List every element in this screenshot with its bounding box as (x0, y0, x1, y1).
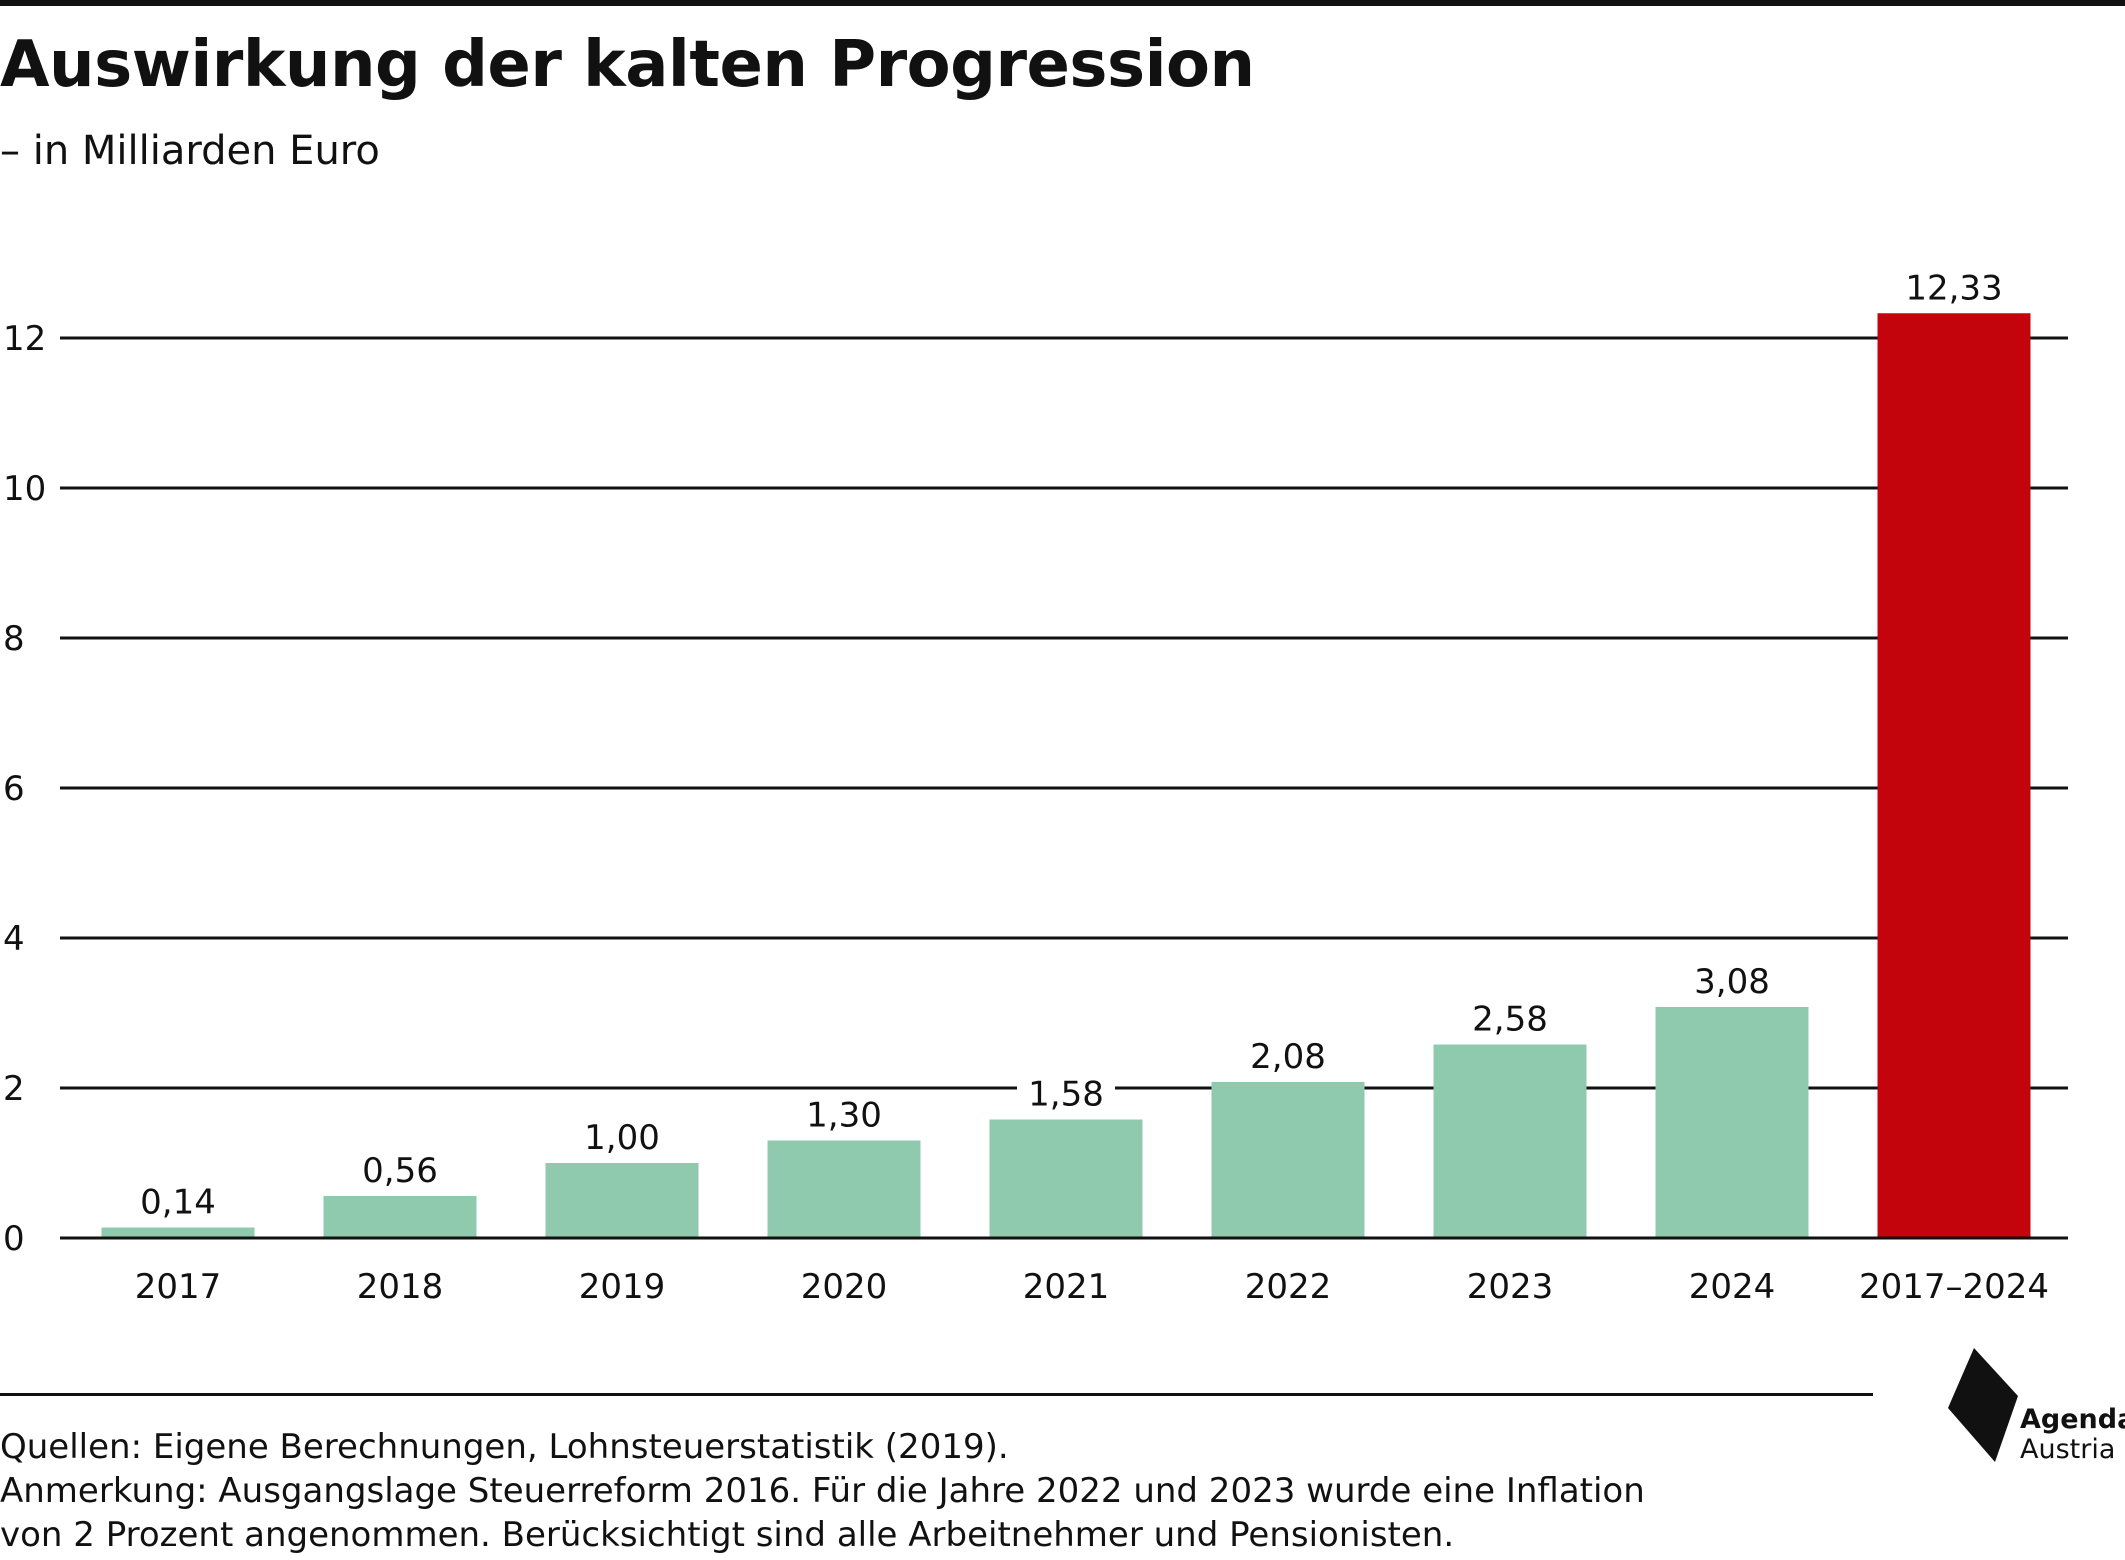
bar-chart: 0 2 4 6 8 10 12 0,14 2017 0,56 2018 1,00 2019 1,30 202… (3, 265, 2068, 1307)
chart-notes: Quellen: Eigene Berechnungen, Lohnsteuer… (0, 1425, 1645, 1557)
x-tick-label: 2019 (579, 1267, 666, 1307)
remark-note-line2: von 2 Prozent angenommen. Berücksichtigt… (0, 1515, 1455, 1555)
x-tick-label: 2021 (1023, 1267, 1110, 1307)
bar-2021 (989, 1119, 1143, 1238)
chart-subtitle: – in Milliarden Euro (0, 128, 380, 174)
bar-2020 (767, 1140, 921, 1238)
y-tick-label: 4 (3, 919, 25, 959)
bar-2017–2024 (1877, 313, 2031, 1238)
value-label-bg (1461, 996, 1559, 1039)
agenda-austria-logo-icon (1948, 1348, 2018, 1462)
value-label-bg (1017, 1071, 1115, 1114)
bar-2022 (1211, 1082, 1365, 1238)
bar-2023 (1433, 1044, 1587, 1238)
x-tick-label: 2024 (1689, 1267, 1776, 1307)
y-tick-label: 0 (3, 1219, 25, 1259)
y-tick-label: 12 (3, 319, 46, 359)
y-tick-label: 2 (3, 1069, 25, 1109)
remark-note-line1: Anmerkung: Ausgangslage Steuerreform 201… (0, 1471, 1645, 1511)
bar-2018 (323, 1196, 477, 1238)
value-label: 0,14 (140, 1183, 216, 1223)
value-label-bg (351, 1148, 449, 1190)
footer-rule (0, 1393, 1873, 1396)
x-tick-label: 2017–2024 (1859, 1267, 2049, 1307)
y-tick-label: 8 (3, 619, 25, 659)
value-label: 0,56 (362, 1151, 438, 1191)
x-tick-label: 2017 (135, 1267, 222, 1307)
value-label: 3,08 (1694, 962, 1770, 1002)
chart-title: Auswirkung der kalten Progression (0, 28, 1255, 102)
value-label: 12,33 (1905, 268, 2002, 308)
value-label-bg (1894, 265, 2014, 308)
value-label: 1,58 (1028, 1075, 1104, 1115)
y-tick-label: 10 (3, 469, 46, 509)
bar-2017 (101, 1227, 255, 1238)
x-tick-label: 2018 (357, 1267, 444, 1307)
y-tick-label: 6 (3, 769, 25, 809)
x-tick-label: 2023 (1467, 1267, 1554, 1307)
value-label: 1,30 (806, 1096, 882, 1136)
bar-2019 (545, 1163, 699, 1238)
x-tick-label: 2022 (1245, 1267, 1332, 1307)
value-label-bg (795, 1092, 893, 1135)
sources-note: Quellen: Eigene Berechnungen, Lohnsteuer… (0, 1427, 1009, 1467)
value-label-bg (129, 1179, 227, 1222)
top-rule (0, 0, 2125, 6)
value-label: 1,00 (584, 1118, 660, 1158)
logo-text-line2: Austria (2020, 1434, 2116, 1465)
value-label-bg (1683, 959, 1781, 1001)
value-label-bg (573, 1115, 671, 1157)
value-label: 2,58 (1472, 1000, 1548, 1040)
logo-text-line1: Agenda (2020, 1404, 2125, 1435)
value-label-bg (1239, 1034, 1337, 1076)
value-label: 2,08 (1250, 1037, 1326, 1077)
x-tick-label: 2020 (801, 1267, 888, 1307)
bar-2024 (1655, 1007, 1809, 1238)
